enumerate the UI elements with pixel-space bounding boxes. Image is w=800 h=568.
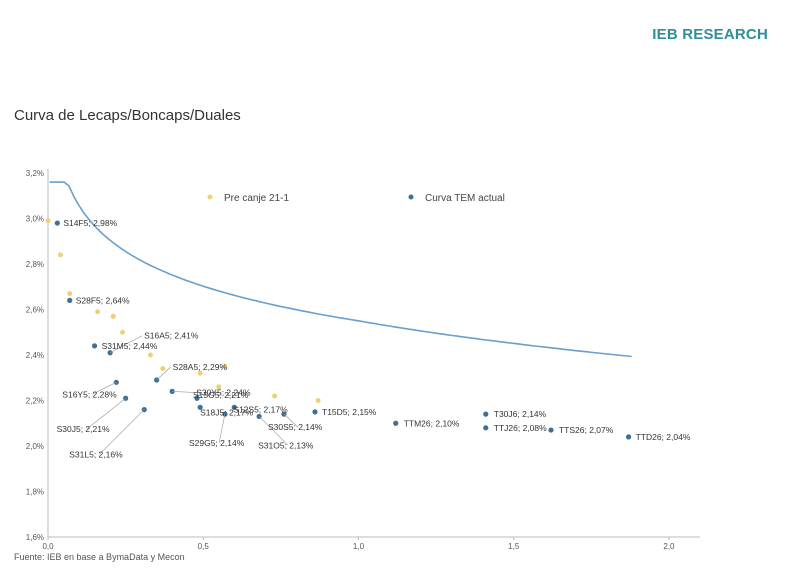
pre-canje-point [120, 329, 126, 335]
x-tick-label: 0,0 [42, 542, 54, 551]
x-axis-ticks: 0,0 0,5 1,0 1,5 2,0 [42, 537, 675, 551]
tem-point [91, 343, 98, 349]
point-label: S30Y5; 2,24% [196, 387, 251, 397]
pre-canje-point [110, 313, 116, 319]
point-label: S14F5; 2,98% [63, 218, 117, 228]
tem-point [197, 404, 203, 410]
tem-point [625, 434, 632, 440]
point-label: S31O5; 2,13% [258, 440, 314, 450]
pre-canje-point [216, 384, 222, 390]
point-label: TTJ26; 2,08% [494, 423, 547, 433]
pre-canje-point [45, 218, 51, 224]
y-axis-ticks: 1,6% 1,8% 2,0% 2,2% 2,4% 2,6% 2,8% 3,0% 3,2% [26, 169, 44, 542]
pre-canje-point [315, 398, 321, 403]
source-note: Fuente: IEB en base a BymaData y Mecon [14, 552, 185, 562]
pre-canje-point [222, 363, 228, 369]
label-leader-lines [86, 335, 299, 455]
pre-canje-point [57, 252, 63, 258]
leader-line [172, 391, 195, 393]
y-tick-label: 2,6% [26, 306, 44, 315]
y-tick-label: 2,2% [26, 397, 44, 406]
leader-line [218, 414, 226, 444]
tem-point [231, 404, 237, 410]
point-label: T15D5; 2,15% [322, 407, 377, 417]
point-label: S16Y5; 2,28% [62, 389, 117, 399]
point-label: T30J6; 2,14% [494, 409, 547, 419]
point-labels: S14F5; 2,98% S28F5; 2,64% S16A5; 2,41%S31M… [57, 218, 691, 460]
legend-pre-marker [207, 194, 213, 200]
point-label: TTM26; 2,10% [404, 418, 460, 428]
chart-title: Curva de Lecaps/Boncaps/Duales [14, 107, 241, 124]
y-tick-label: 1,8% [26, 488, 44, 497]
legend-pre-label: Pre canje 21-1 [224, 193, 289, 204]
x-tick-label: 1,0 [353, 542, 365, 551]
y-tick-label: 3,2% [26, 169, 44, 178]
pre-canje-point [67, 291, 73, 297]
pre-canje-point [272, 393, 278, 399]
point-label: TTS26; 2,07% [559, 425, 614, 435]
point-label: S29G5; 2,14% [189, 438, 245, 448]
point-label: S31L5; 2,16% [69, 450, 123, 460]
x-tick-label: 0,5 [198, 542, 210, 551]
y-tick-label: 2,4% [26, 351, 44, 360]
point-label: S12S5; 2,17% [233, 404, 288, 414]
x-tick-label: 1,5 [508, 542, 520, 551]
tem-point [483, 425, 489, 431]
y-tick-label: 2,8% [26, 260, 44, 269]
point-label: S16A5; 2,41% [144, 331, 199, 341]
brand-logo-text: IEB RESEARCH [652, 26, 768, 43]
y-tick-label: 3,0% [26, 215, 44, 224]
leader-line [258, 416, 289, 446]
tem-point [312, 409, 318, 415]
chart-legend: Pre canje 21-1 Curva TEM actual [207, 193, 505, 204]
tem-point [393, 420, 399, 426]
legend-tem-marker [408, 194, 414, 200]
tem-point [483, 411, 489, 417]
leader-line [283, 413, 299, 428]
pre-canje-point [95, 309, 101, 315]
point-label: S31M5; 2,44% [102, 341, 158, 351]
pre-canje-point [160, 366, 166, 372]
leader-line [156, 366, 171, 381]
tem-point [169, 388, 175, 394]
point-label: S30S5; 2,14% [268, 422, 323, 432]
chart-axes [47, 169, 700, 538]
point-label: S28F5; 2,64% [76, 295, 130, 305]
leader-line [86, 397, 126, 430]
point-label: S18J5; 2,17% [200, 407, 253, 417]
pre-canje-point [147, 352, 153, 358]
point-label: S30J5; 2,21% [57, 424, 110, 434]
leader-line [109, 335, 143, 353]
series-pre-canje [45, 218, 321, 403]
tem-point [67, 297, 73, 303]
legend-tem-label: Curva TEM actual [425, 193, 505, 204]
pre-canje-point [197, 370, 203, 376]
tem-point [194, 395, 200, 401]
leader-line [92, 382, 117, 395]
y-tick-label: 1,6% [26, 533, 44, 542]
x-tick-label: 2,0 [663, 542, 675, 551]
tem-point [548, 427, 554, 433]
fitted-curve [49, 181, 632, 358]
point-label: TTD26; 2,04% [636, 432, 691, 442]
point-label: S28A5; 2,29% [173, 362, 228, 372]
point-label: S15G5; 2,21% [193, 390, 249, 400]
y-tick-label: 2,0% [26, 442, 44, 451]
leader-line [99, 409, 145, 455]
tem-point [54, 220, 60, 226]
